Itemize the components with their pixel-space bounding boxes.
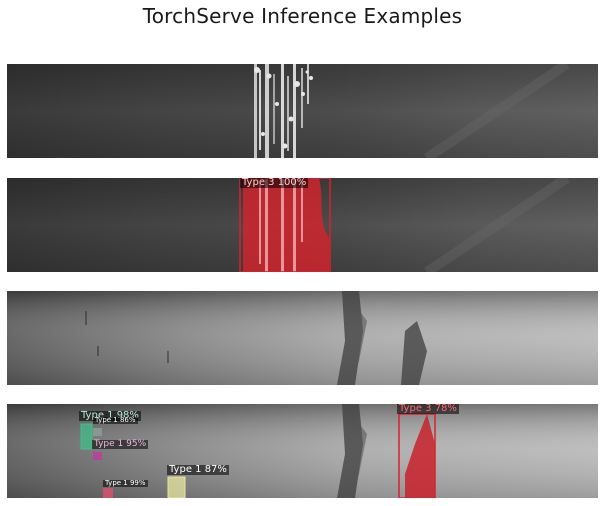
- figure-title: TorchServe Inference Examples: [142, 4, 463, 28]
- detection-label: Type 1 95%: [92, 439, 149, 449]
- prediction-image-2: Type 1 98% Type 1 86% Type 1 95% Type 1 …: [7, 404, 598, 498]
- detection-label: Type 1 99%: [103, 479, 148, 487]
- prediction-image-1: Type 3 100%: [7, 178, 598, 272]
- detection-label: Type 3 78%: [397, 404, 459, 414]
- detection-label: Type 1 87%: [167, 464, 229, 475]
- steel-surface-light-image: [7, 291, 598, 385]
- detection-label: Type 1 86%: [93, 416, 138, 424]
- steel-surface-dark-image: [7, 64, 598, 158]
- detection-label: Type 1 98%: [79, 410, 141, 421]
- steel-surface-dark-image: [7, 178, 598, 272]
- input-image-2: [7, 291, 598, 385]
- detection-label: Type 3 100%: [240, 178, 309, 188]
- input-image-1: [7, 64, 598, 158]
